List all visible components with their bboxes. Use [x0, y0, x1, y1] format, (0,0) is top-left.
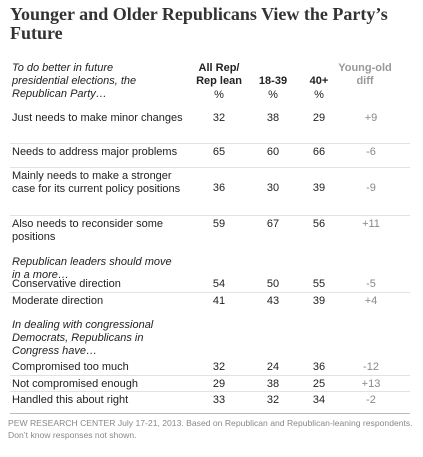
- cell-value: 24: [266, 361, 280, 373]
- cell-value: 36: [212, 182, 226, 194]
- row-label: Mainly needs to make a stronger case for…: [12, 170, 181, 195]
- cell-value: 56: [312, 218, 326, 230]
- cell-value: 38: [266, 378, 280, 390]
- cell-value: 32: [266, 394, 280, 406]
- row-label: Not compromised enough: [12, 378, 138, 390]
- diff-value: -6: [366, 146, 376, 158]
- cell-value: 41: [212, 295, 226, 307]
- cell-value: 39: [312, 295, 326, 307]
- cell-value: 30: [266, 182, 280, 194]
- cell-value: 43: [266, 295, 280, 307]
- column-header: Young-old diff: [338, 62, 392, 87]
- row-divider: [10, 143, 410, 144]
- cell-value: 66: [312, 146, 326, 158]
- diff-value: +9: [364, 112, 378, 124]
- cell-value: 32: [212, 361, 226, 373]
- row-label: Compromised too much: [12, 361, 129, 373]
- cell-value: 54: [212, 278, 226, 290]
- title: Younger and Older Republicans View the P…: [10, 4, 388, 43]
- cell-value: 38: [266, 112, 280, 124]
- row-label: Conservative direction: [12, 278, 121, 290]
- row-divider: [10, 391, 410, 392]
- column-header: 40+: [309, 75, 329, 87]
- cell-value: 33: [212, 394, 226, 406]
- diff-value: +4: [364, 295, 378, 307]
- cell-value: 67: [266, 218, 280, 230]
- cell-value: 50: [266, 278, 280, 290]
- diff-value: -12: [363, 361, 379, 373]
- cell-value: 25: [312, 378, 326, 390]
- row-divider: [10, 167, 410, 168]
- cell-value: 55: [312, 278, 326, 290]
- diff-value: +11: [362, 218, 380, 230]
- diff-value: -9: [366, 182, 376, 194]
- cell-value: 29: [212, 378, 226, 390]
- column-header: All Rep/ Rep lean: [196, 62, 242, 87]
- cell-value: 29: [312, 112, 326, 124]
- cell-value: 36: [312, 361, 326, 373]
- cell-value: 60: [266, 146, 280, 158]
- cell-value: 65: [212, 146, 226, 158]
- footnote: PEW RESEARCH CENTER July 17-21, 2013. Ba…: [8, 418, 413, 440]
- row-divider: [10, 292, 410, 293]
- cell-value: 39: [312, 182, 326, 194]
- section-label: In dealing with congressional Democrats,…: [12, 319, 154, 357]
- row-label: Needs to address major problems: [12, 146, 178, 158]
- cell-value: 59: [212, 218, 226, 230]
- diff-value: -2: [366, 394, 376, 406]
- section-label: To do better in future presidential elec…: [12, 62, 137, 100]
- unit-label: %: [314, 89, 324, 101]
- unit-label: %: [214, 89, 224, 101]
- row-label: Just needs to make minor changes: [12, 112, 183, 124]
- column-header: 18-39: [258, 75, 288, 87]
- row-divider: [10, 215, 410, 216]
- diff-value: -5: [366, 278, 376, 290]
- diff-value: +13: [361, 378, 381, 390]
- row-label: Moderate direction: [12, 295, 104, 307]
- row-label: Handled this about right: [12, 394, 129, 406]
- unit-label: %: [268, 89, 278, 101]
- cell-value: 32: [212, 112, 226, 124]
- footer-rule: [10, 413, 410, 414]
- row-divider: [10, 375, 410, 376]
- row-label: Also needs to reconsider some positions: [12, 218, 164, 243]
- section-label: Republican leaders should move in a more…: [12, 256, 172, 281]
- cell-value: 34: [312, 394, 326, 406]
